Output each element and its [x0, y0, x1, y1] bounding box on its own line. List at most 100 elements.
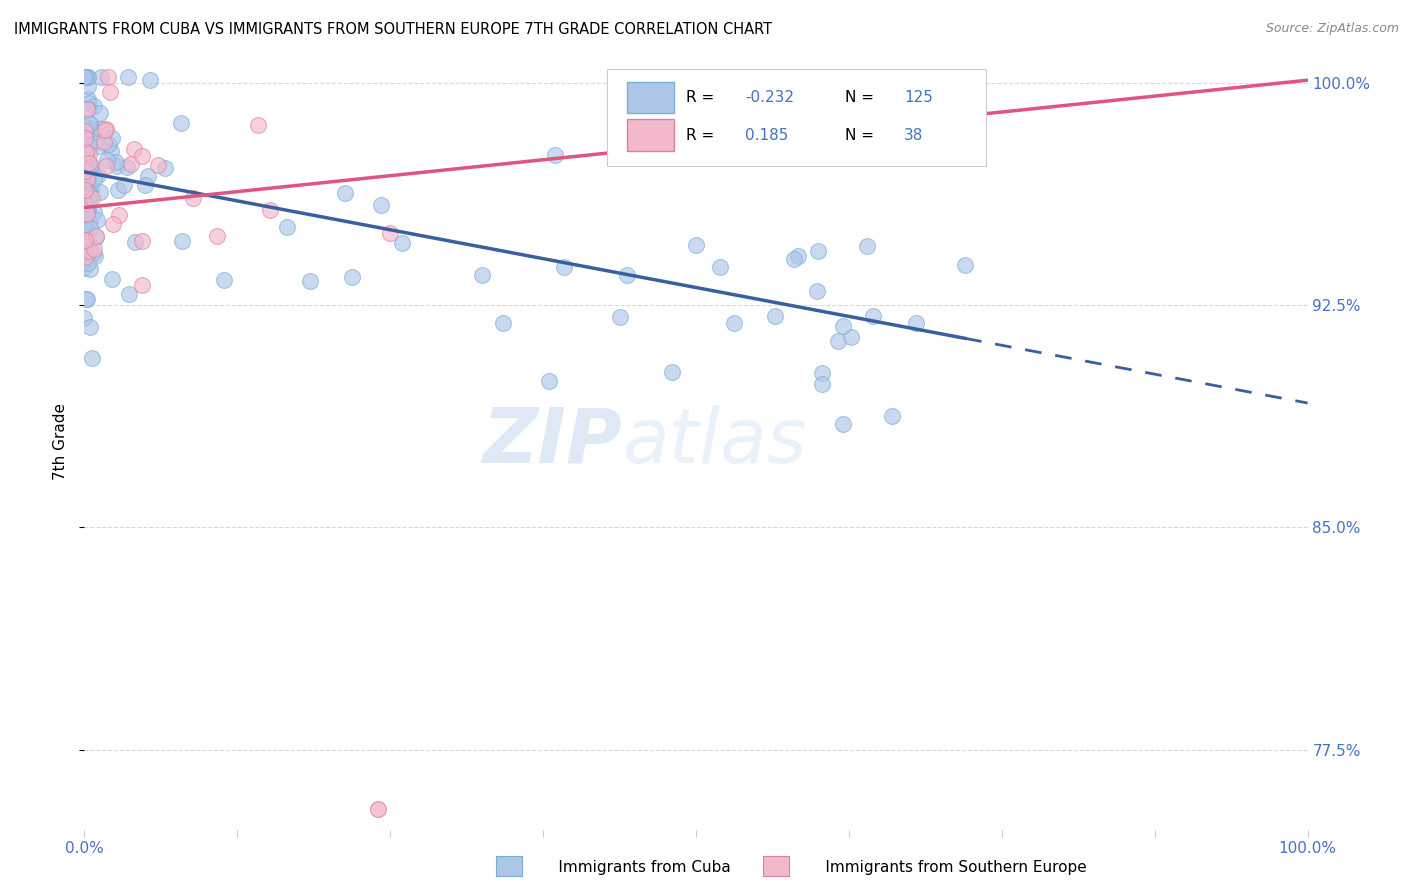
Point	[73, 128, 96, 142]
Point	[79, 165, 101, 179]
Point	[89, 106, 111, 120]
Point	[953, 258, 976, 272]
Point	[73, 235, 96, 249]
Point	[84, 134, 107, 148]
Point	[84, 228, 107, 243]
Text: R =: R =	[686, 90, 720, 105]
Point	[101, 218, 124, 232]
Point	[76, 187, 98, 202]
Point	[832, 417, 855, 431]
Point	[73, 150, 96, 164]
Point	[807, 244, 830, 259]
Point	[136, 169, 159, 184]
Point	[787, 249, 810, 263]
Point	[181, 191, 204, 205]
Point	[73, 252, 96, 267]
Point	[100, 86, 122, 100]
Point	[120, 157, 142, 171]
Point	[77, 244, 100, 258]
Text: 38: 38	[904, 128, 924, 143]
Text: atlas: atlas	[623, 405, 807, 478]
Point	[73, 233, 96, 247]
Point	[83, 242, 105, 256]
Point	[105, 159, 128, 173]
Text: N =: N =	[845, 128, 879, 143]
Point	[77, 147, 100, 161]
Point	[73, 143, 96, 157]
Point	[76, 103, 98, 117]
Point	[73, 179, 96, 194]
Point	[100, 271, 122, 285]
Point	[107, 208, 129, 222]
Point	[553, 260, 575, 274]
Point	[170, 116, 193, 130]
Point	[75, 175, 97, 189]
Point	[75, 186, 97, 201]
Point	[131, 278, 153, 293]
Point	[905, 317, 928, 331]
Point	[75, 70, 97, 85]
Point	[73, 183, 96, 197]
Point	[276, 219, 298, 234]
Point	[82, 121, 104, 136]
Point	[75, 129, 97, 144]
Point	[90, 70, 112, 85]
Point	[880, 409, 903, 423]
Point	[84, 229, 107, 244]
Point	[205, 228, 228, 243]
Point	[862, 309, 884, 323]
Point	[544, 148, 567, 162]
Bar	[627, 120, 673, 151]
Point	[82, 191, 104, 205]
Point	[124, 235, 146, 249]
Point	[94, 123, 117, 137]
Point	[75, 247, 97, 261]
Point	[101, 131, 124, 145]
Point	[810, 366, 832, 380]
FancyBboxPatch shape	[606, 69, 986, 166]
Point	[73, 206, 96, 220]
Point	[73, 250, 96, 264]
Point	[77, 202, 100, 217]
Point	[471, 268, 494, 283]
Point	[214, 273, 236, 287]
Point	[492, 316, 515, 330]
Point	[79, 320, 101, 334]
Text: 125: 125	[904, 90, 932, 105]
Text: N =: N =	[845, 90, 879, 105]
Point	[73, 245, 96, 260]
Text: Immigrants from Southern Europe: Immigrants from Southern Europe	[801, 860, 1087, 874]
Point	[83, 99, 105, 113]
Point	[79, 186, 101, 200]
Text: Source: ZipAtlas.com: Source: ZipAtlas.com	[1265, 22, 1399, 36]
Point	[616, 268, 638, 283]
Point	[96, 122, 118, 136]
Point	[100, 144, 122, 158]
Point	[77, 91, 100, 105]
Point	[538, 374, 561, 388]
Point	[73, 119, 96, 133]
Point	[783, 252, 806, 266]
Point	[73, 164, 96, 178]
Point	[84, 249, 107, 263]
Point	[827, 334, 849, 348]
Point	[79, 221, 101, 235]
Point	[83, 172, 105, 186]
Point	[73, 212, 96, 227]
Point	[76, 202, 98, 217]
Point	[73, 235, 96, 250]
Point	[76, 293, 98, 307]
Point	[118, 287, 141, 301]
Text: -0.232: -0.232	[745, 90, 794, 105]
Point	[685, 238, 707, 252]
Point	[97, 137, 120, 152]
Point	[76, 172, 98, 186]
Point	[839, 329, 862, 343]
Point	[107, 183, 129, 197]
Point	[247, 119, 270, 133]
Point	[76, 207, 98, 221]
Point	[73, 195, 96, 210]
Point	[75, 143, 97, 157]
Point	[73, 157, 96, 171]
Point	[90, 122, 112, 136]
